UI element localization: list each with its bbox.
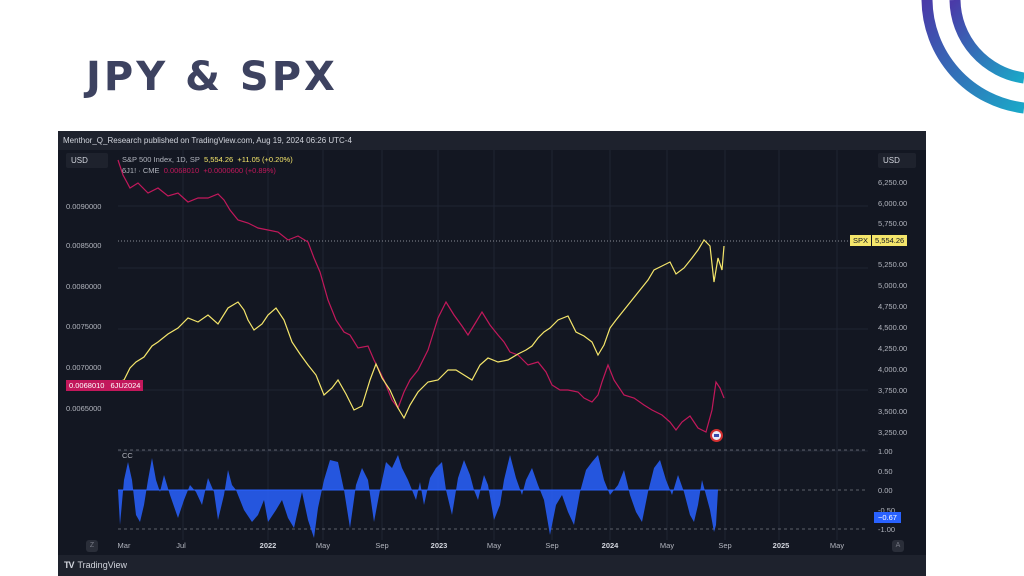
time-label: 2025 [772,541,790,550]
time-label: May [829,541,845,550]
time-label: 2024 [601,541,619,550]
brand-name: TradingView [77,560,128,570]
time-label: 2022 [259,541,277,550]
right-axis-tick: 4,500.00 [878,323,908,332]
right-axis-tick: 5,000.00 [878,281,908,290]
left-currency-label[interactable]: USD [66,153,108,168]
right-axis-tick: 3,750.00 [878,386,908,395]
time-label: May [315,541,331,550]
us-flag-event-icon[interactable] [710,429,723,442]
time-label: May [486,541,502,550]
right-currency-label[interactable]: USD [878,153,916,168]
cc-axis-tick: -1.00 [878,525,896,534]
tradingview-logo-icon: TV [64,560,74,570]
right-axis-tick: 5,750.00 [878,219,908,228]
spx-price-tag: SPX 5,554.26 [850,235,908,246]
time-label: Mar [117,541,131,550]
cc-axis-tick: 1.00 [878,447,893,456]
time-label: Sep [375,541,389,550]
right-axis-tick: 6,250.00 [878,178,908,187]
publish-info: Menthor_Q_Research published on TradingV… [58,131,926,150]
right-axis-tick: 5,250.00 [878,260,908,269]
right-axis-tick: 6,000.00 [878,199,908,208]
left-axis-tick: 0.0065000 [66,404,102,413]
left-axis-tick: 0.0080000 [66,282,102,291]
chart-legend: S&P 500 Index, 1D, SP 5,554.26 +11.05 (+… [122,154,293,176]
right-axis-tick: 3,500.00 [878,407,908,416]
timezone-button[interactable]: Z [86,540,98,552]
cc-value-tag: −0.67 [874,512,901,523]
time-label: Sep [718,541,732,550]
right-axis-tick: 4,250.00 [878,344,908,353]
auto-scale-button[interactable]: A [892,540,904,552]
time-label: 2023 [430,541,448,550]
cc-axis-tick: 0.00 [878,486,893,495]
decorative-arcs [921,0,1024,114]
jpy-price-tag: 0.0068010 6JU2024 [66,380,144,391]
right-axis-tick: 4,750.00 [878,302,908,311]
cc-axis-tick: -0.50 [878,506,896,515]
left-axis-tick: 0.0075000 [66,322,102,331]
right-axis-tick: 3,250.00 [878,428,908,437]
cc-axis-tick: 0.50 [878,467,893,476]
plot-area[interactable] [58,150,926,555]
time-label: May [659,541,675,550]
legend-spx[interactable]: S&P 500 Index, 1D, SP 5,554.26 +11.05 (+… [122,155,293,164]
left-axis-tick: 0.0085000 [66,241,102,250]
time-label: Sep [545,541,559,550]
slide-title: JPY & SPX [86,54,338,100]
tradingview-chart: Menthor_Q_Research published on TradingV… [58,131,926,576]
time-label: Jul [176,541,186,550]
right-axis-tick: 4,000.00 [878,365,908,374]
legend-jpy[interactable]: 6J1! · CME 0.0068010 +0.0000600 (+0.89%) [122,166,276,175]
left-axis-tick: 0.0070000 [66,363,102,372]
left-axis-tick: 0.0090000 [66,202,102,211]
cc-indicator-label[interactable]: CC [122,451,133,460]
tradingview-footer: TV TradingView [58,555,926,576]
